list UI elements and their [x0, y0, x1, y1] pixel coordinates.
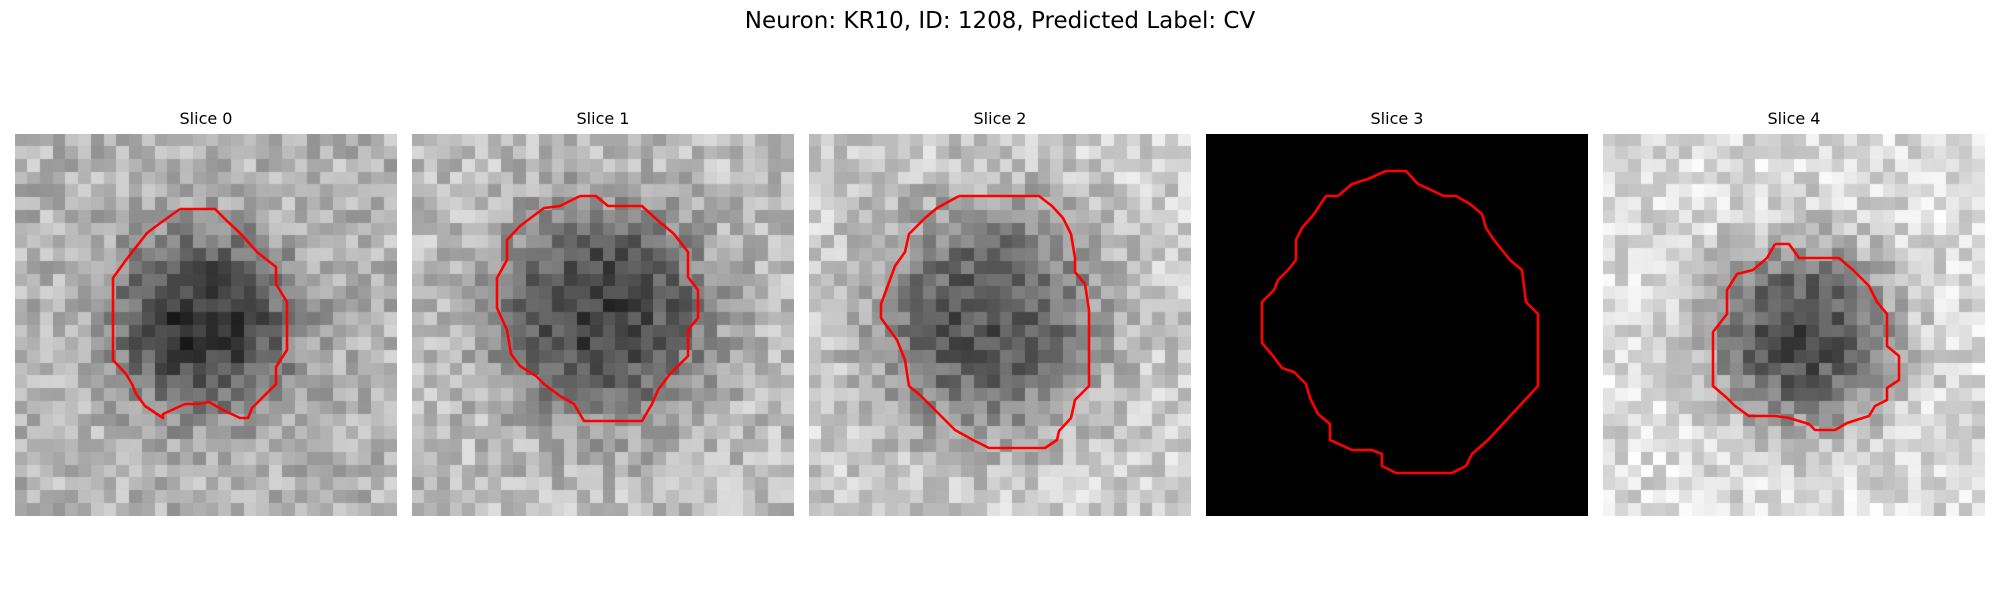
slice-title-0: Slice 0 — [179, 109, 233, 128]
slice-image-3 — [1206, 134, 1588, 516]
figure-title: Neuron: KR10, ID: 1208, Predicted Label:… — [744, 8, 1256, 34]
slice-image-1 — [412, 134, 794, 516]
slice-panel-0: Slice 0 — [15, 109, 397, 519]
slice-image-0 — [15, 134, 397, 516]
roi-contour-0 — [111, 207, 289, 420]
roi-contour-1 — [495, 194, 700, 423]
slice-panel-4: Slice 4 — [1603, 109, 1985, 519]
slice-image-2 — [809, 134, 1191, 516]
roi-contour-4 — [1711, 242, 1901, 432]
slice-panel-2: Slice 2 — [809, 109, 1191, 519]
roi-contour-2 — [879, 194, 1091, 450]
slice-title-3: Slice 3 — [1370, 109, 1424, 128]
slice-panel-3: Slice 3 — [1206, 109, 1588, 519]
roi-contour-3 — [1260, 169, 1540, 475]
slice-title-2: Slice 2 — [973, 109, 1027, 128]
slice-title-1: Slice 1 — [576, 109, 630, 128]
slice-panel-1: Slice 1 — [412, 109, 794, 519]
slice-image-4 — [1603, 134, 1985, 516]
slice-title-4: Slice 4 — [1767, 109, 1821, 128]
